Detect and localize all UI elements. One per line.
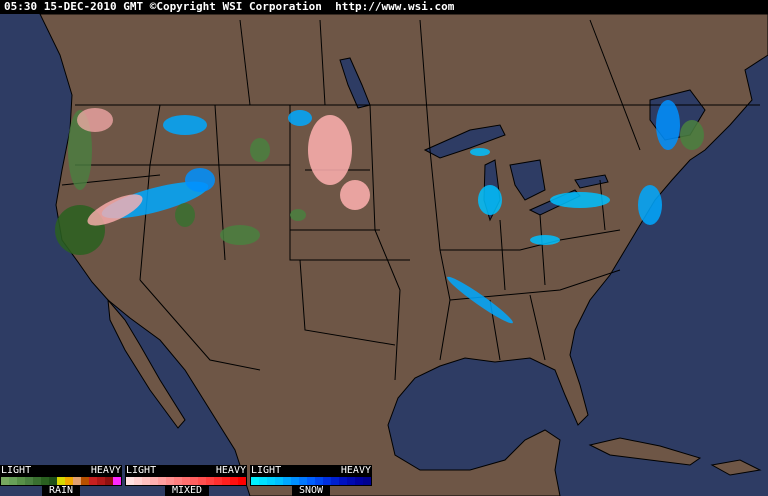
cuba: [588, 437, 702, 466]
legend-color-swatch: [347, 477, 355, 485]
legend-light-label: LIGHT: [1, 465, 32, 476]
lake-ontario: [574, 174, 609, 189]
legend-color-swatch: [97, 477, 105, 485]
legend-color-swatch: [307, 477, 315, 485]
snow-echo: [163, 115, 207, 135]
legend-color-swatch: [230, 477, 238, 485]
legend-color-swatch: [267, 477, 275, 485]
north-america-land: [39, 14, 768, 496]
legend-color-swatch: [113, 477, 121, 485]
snow-echo: [550, 192, 610, 208]
rain-echo: [220, 225, 260, 245]
mixed-echo: [87, 194, 143, 226]
snow-echo: [478, 185, 502, 215]
legend-color-swatch: [25, 477, 33, 485]
rain-echo: [290, 209, 306, 221]
legend-color-swatch: [363, 477, 371, 485]
legend-color-swatch: [49, 477, 57, 485]
legend-color-swatch: [65, 477, 73, 485]
snow-echo: [638, 185, 662, 225]
legend-color-swatch: [17, 477, 25, 485]
legend-color-swatch: [315, 477, 323, 485]
legend-color-swatch: [222, 477, 230, 485]
legend-color-swatch: [182, 477, 190, 485]
legend-color-swatch: [9, 477, 17, 485]
lake-huron: [509, 159, 546, 201]
legend-color-swatch: [323, 477, 331, 485]
legend-color-swatch: [41, 477, 49, 485]
us-radar-map: [0, 14, 768, 496]
legend-color-swatch: [259, 477, 267, 485]
snow-echo: [656, 100, 680, 150]
legend-heavy-label: HEAVY: [215, 465, 246, 476]
legend-color-swatch: [57, 477, 65, 485]
legend-color-swatch: [81, 477, 89, 485]
legend-light-label: LIGHT: [251, 465, 282, 476]
mixed-color-scale: [125, 476, 247, 486]
snow-echo: [470, 148, 490, 156]
baja-california: [107, 298, 186, 429]
legend-color-swatch: [339, 477, 347, 485]
state-borders: [61, 19, 760, 381]
legend-color-swatch: [89, 477, 97, 485]
legend-color-swatch: [166, 477, 174, 485]
mixed-echo: [77, 108, 113, 132]
legend-color-swatch: [126, 477, 134, 485]
legend-color-swatch: [206, 477, 214, 485]
timestamp-copyright-header: 05:30 15-DEC-2010 GMT ©Copyright WSI Cor…: [0, 0, 768, 14]
legend-color-swatch: [1, 477, 9, 485]
legend-color-swatch: [105, 477, 113, 485]
legend-color-swatch: [134, 477, 142, 485]
legend-color-swatch: [238, 477, 246, 485]
mixed-legend: LIGHT HEAVY MIXED: [125, 465, 247, 496]
legend-color-swatch: [355, 477, 363, 485]
mixed-echo: [308, 115, 352, 185]
legend-color-swatch: [174, 477, 182, 485]
legend-color-swatch: [190, 477, 198, 485]
legend-heavy-label: HEAVY: [340, 465, 371, 476]
legend-name: SNOW: [292, 486, 330, 496]
legend-color-swatch: [275, 477, 283, 485]
legend-name: MIXED: [165, 486, 209, 496]
legend-color-swatch: [251, 477, 259, 485]
legend-color-swatch: [150, 477, 158, 485]
legend-heavy-label: HEAVY: [90, 465, 121, 476]
legend-color-swatch: [291, 477, 299, 485]
snow-echo: [288, 110, 312, 126]
legend-color-swatch: [142, 477, 150, 485]
legend-color-swatch: [198, 477, 206, 485]
legend-color-swatch: [283, 477, 291, 485]
snow-color-scale: [250, 476, 372, 486]
legend-color-swatch: [158, 477, 166, 485]
rain-color-scale: [0, 476, 122, 486]
legend-name: RAIN: [42, 486, 80, 496]
legend-color-swatch: [33, 477, 41, 485]
legend-color-swatch: [331, 477, 339, 485]
precipitation-echoes: [55, 100, 704, 324]
rain-echo: [680, 120, 704, 150]
lake-superior: [423, 124, 506, 159]
legend-color-swatch: [73, 477, 81, 485]
snow-legend: LIGHT HEAVY SNOW: [250, 465, 372, 496]
rain-legend: LIGHT HEAVY RAIN: [0, 465, 122, 496]
snow-echo: [185, 168, 215, 192]
snow-echo: [447, 276, 513, 324]
legend-color-swatch: [214, 477, 222, 485]
mixed-echo: [340, 180, 370, 210]
legend-light-label: LIGHT: [126, 465, 157, 476]
rain-echo: [175, 203, 195, 227]
snow-echo: [530, 235, 560, 245]
hispaniola: [710, 459, 762, 476]
legend-color-swatch: [299, 477, 307, 485]
rain-echo: [250, 138, 270, 162]
